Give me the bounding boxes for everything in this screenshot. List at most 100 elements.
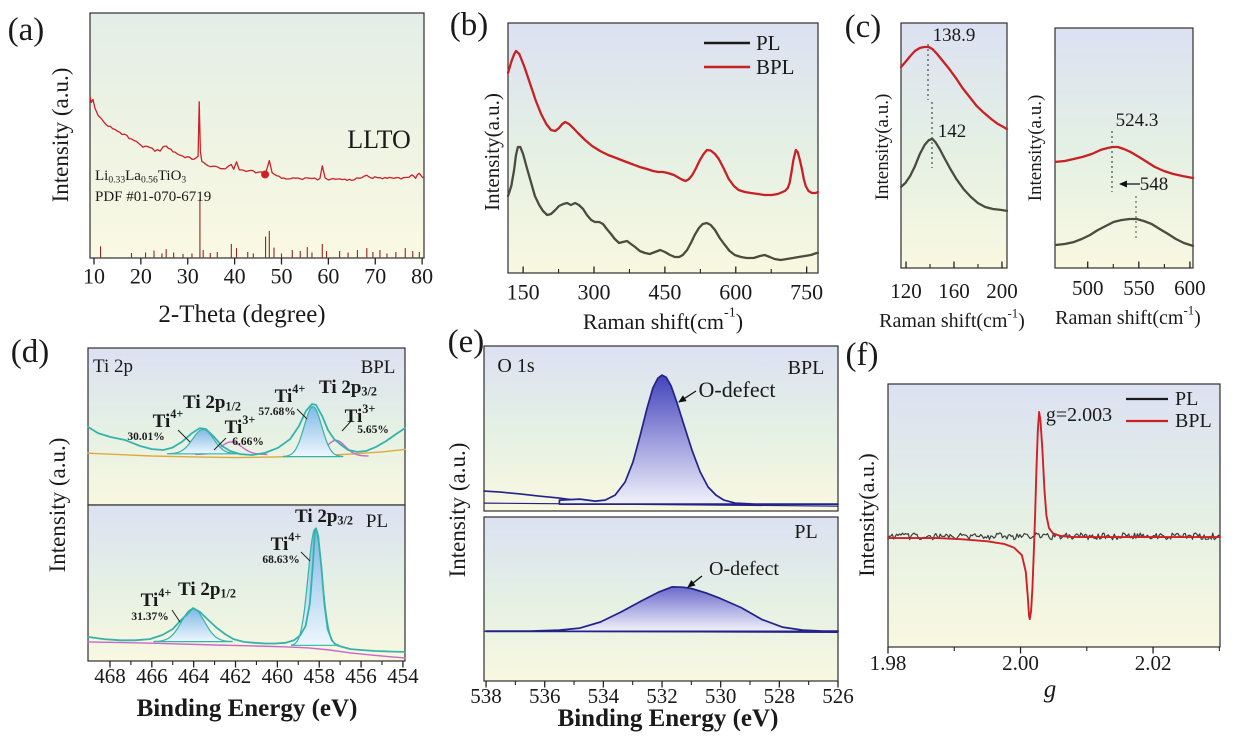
region-label: Ti 2p	[93, 356, 133, 377]
percent-label: 6.66%	[232, 436, 264, 448]
x-tick-label: 526	[822, 684, 854, 708]
peak-label-pl: 142	[938, 121, 967, 142]
panel-tag: (e)	[448, 324, 485, 360]
g-value-label: g=2.003	[1046, 404, 1112, 426]
odefect-arrow-pl	[687, 575, 703, 588]
plot-area	[87, 347, 406, 506]
x-tick-label: 30	[177, 264, 199, 289]
legend-label-pl: PL	[756, 31, 781, 55]
percent-label: 68.63%	[262, 554, 299, 566]
odefect-label-pl: O-defect	[709, 558, 779, 580]
percent-label: 5.65%	[357, 424, 389, 436]
curve-bpl-envelope	[87, 403, 406, 456]
pdf-card-number: PDF #01-070-6719	[95, 189, 211, 205]
x-axis-title: Binding Energy (eV)	[558, 705, 779, 732]
plot-area	[887, 383, 1221, 648]
y-axis-title: Intensity (a.u.)	[445, 443, 470, 578]
leader-ti4-2p32-pl	[300, 551, 311, 562]
x-tick-label: 160	[938, 279, 970, 303]
x-tick-label: 500	[1072, 276, 1104, 300]
x-tick-label: 600	[719, 280, 752, 305]
y-axis-title: Intensity(a.u.)	[854, 453, 879, 576]
sample-label-pl: PL	[794, 521, 817, 543]
x-tick-label: 464	[178, 664, 210, 688]
curve-llto-xrd	[89, 95, 425, 182]
x-tick-label: 600	[1174, 276, 1206, 300]
species-label: Ti4+	[275, 382, 306, 407]
x-axis-title: Raman shift(cm-1)	[583, 305, 743, 334]
legend-label-pl: PL	[1175, 388, 1198, 410]
percent-label: 31.37%	[131, 611, 168, 623]
component-label: Ti 2p3/2	[295, 506, 353, 528]
x-tick-label: 454	[387, 664, 419, 688]
leader-ti4-2p12-pl	[171, 609, 181, 623]
y-axis-title: Intensity (a.u.)	[45, 438, 70, 573]
y-axis-title: Intensity(a.u.)	[480, 93, 504, 211]
species-label: Ti3+	[225, 413, 256, 438]
x-axis-title: Binding Energy (eV)	[137, 695, 358, 722]
curve-bpl-o-1s	[558, 374, 839, 505]
peak-label-pl: 548	[1140, 174, 1169, 195]
curve-bpl	[1054, 145, 1195, 180]
panel-tag: (b)	[450, 7, 488, 43]
leader-ti3-2p32-bpl	[341, 419, 353, 432]
component-label: Ti 2p3/2	[319, 377, 377, 399]
x-tick-label: 200	[986, 279, 1018, 303]
x-tick-label: 10	[83, 264, 105, 289]
species-label: Ti4+	[153, 407, 184, 432]
x-tick-label: 456	[345, 664, 377, 688]
x-tick-label: 50	[270, 264, 292, 289]
x-tick-label: 532	[646, 684, 678, 708]
x-axis-title: 2-Theta (degree)	[158, 301, 325, 328]
x-axis-title: Raman shift(cm-1)	[879, 306, 1025, 332]
sample-title: LLTO	[347, 125, 411, 154]
species-label: Ti3+	[345, 402, 376, 427]
x-tick-label: 40	[224, 264, 246, 289]
percent-label: 30.01%	[127, 431, 164, 443]
curve-bpl-background	[87, 448, 406, 459]
species-label: Ti4+	[141, 586, 172, 611]
percent-label: 57.68%	[258, 406, 295, 418]
x-tick-label: 150	[507, 280, 540, 305]
peak-label-bpl: 524.3	[1116, 110, 1159, 131]
curve-pl	[506, 145, 820, 262]
component-label: Ti 2p1/2	[178, 579, 236, 601]
phase-formula: Li0.33La0.56TiO3	[95, 168, 186, 185]
x-tick-label: 70	[364, 264, 386, 289]
y-axis-title: Intensity(a.u.)	[1025, 95, 1046, 202]
panel-c2: 500 550 600 524.3 548 Raman shift(cm-1) Intens…	[1025, 27, 1206, 329]
x-tick-label: 534	[588, 684, 620, 708]
sample-label-bpl: BPL	[361, 357, 396, 378]
x-tick-label: 2.02	[1135, 651, 1172, 675]
curve-pl-o-1s	[485, 586, 839, 633]
odefect-arrow-bpl	[678, 390, 697, 403]
x-tick-label: 530	[705, 684, 737, 708]
x-tick-label: 2.00	[1002, 651, 1039, 675]
curve-bpl-ti4-2p3-2	[282, 405, 344, 458]
data-point-marker	[261, 170, 270, 179]
y-axis-title: Intensity(a.u.)	[872, 94, 893, 201]
curve-bpl	[506, 49, 820, 197]
plot-area	[900, 22, 1008, 269]
species-label: Ti4+	[271, 530, 302, 555]
y-axis-title: Intensity (a.u.)	[48, 68, 73, 203]
leader-ti4-2p32-bpl	[296, 408, 308, 420]
legend-label-bpl: BPL	[756, 55, 795, 79]
x-tick-label: 60	[317, 264, 339, 289]
panel-tag: (a)	[8, 12, 45, 48]
odefect-label-bpl: O-defect	[699, 377, 776, 402]
curve-bpl	[899, 45, 1009, 131]
x-tick-label: 750	[790, 280, 823, 305]
x-tick-label: 550	[1123, 276, 1155, 300]
plot-area	[87, 504, 406, 662]
x-axis-title: g	[1044, 676, 1057, 703]
panel-e: 538 536 534 532 530 528 526 (e) O 1s BPL O-defect P…	[445, 324, 854, 732]
x-tick-label: 450	[648, 280, 681, 305]
x-tick-label: 536	[529, 684, 561, 708]
region-label: O 1s	[497, 355, 534, 377]
legend-label-bpl: BPL	[1175, 410, 1212, 432]
